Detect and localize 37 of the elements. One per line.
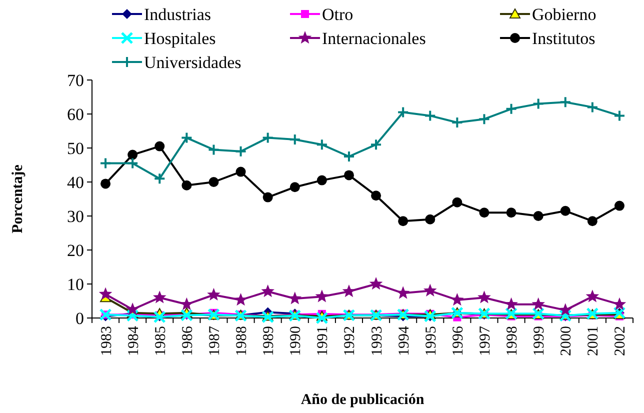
x-tick-label: 2002	[612, 326, 629, 356]
x-tick-label: 2000	[558, 326, 575, 356]
legend-label: Otro	[322, 4, 354, 24]
y-tick-label: 50	[67, 138, 84, 158]
legend-label: Internacionales	[322, 28, 426, 48]
legend-label: Universidades	[144, 52, 242, 72]
x-tick-label: 2001	[586, 326, 602, 356]
legend-label: Hospitales	[144, 28, 216, 48]
y-tick-label: 60	[67, 104, 84, 124]
x-tick-label: 1999	[532, 326, 548, 356]
x-tick-label: 1983	[98, 326, 115, 356]
x-tick-label: 1992	[342, 326, 358, 356]
x-tick-label: 1988	[234, 326, 250, 356]
x-tick-label: 1993	[369, 326, 386, 356]
legend-label: Industrias	[144, 4, 212, 24]
x-tick-label: 1986	[180, 326, 196, 356]
legend-label: Institutos	[532, 28, 596, 48]
x-tick-label: 1998	[504, 326, 521, 356]
x-tick-label: 1997	[477, 326, 494, 356]
y-tick-label: 20	[67, 240, 84, 260]
y-tick-label: 10	[67, 274, 84, 294]
y-axis-title: Porcentaje	[10, 164, 26, 234]
x-tick-label: 1991	[315, 326, 332, 356]
x-axis-title: Año de publicación	[300, 392, 425, 408]
y-tick-label: 0	[76, 308, 84, 328]
y-tick-label: 40	[67, 172, 84, 192]
x-tick-label: 1990	[288, 326, 304, 356]
x-tick-label: 1984	[126, 326, 142, 356]
legend-label: Gobierno	[532, 4, 596, 24]
x-tick-label: 1985	[152, 326, 169, 356]
y-tick-label: 70	[67, 70, 84, 90]
x-tick-label: 1996	[450, 326, 466, 356]
x-tick-label: 1994	[396, 326, 412, 356]
y-tick-label: 30	[67, 206, 84, 226]
x-tick-label: 1989	[261, 326, 278, 356]
x-tick-label: 1995	[423, 326, 440, 356]
x-tick-label: 1987	[206, 326, 223, 356]
